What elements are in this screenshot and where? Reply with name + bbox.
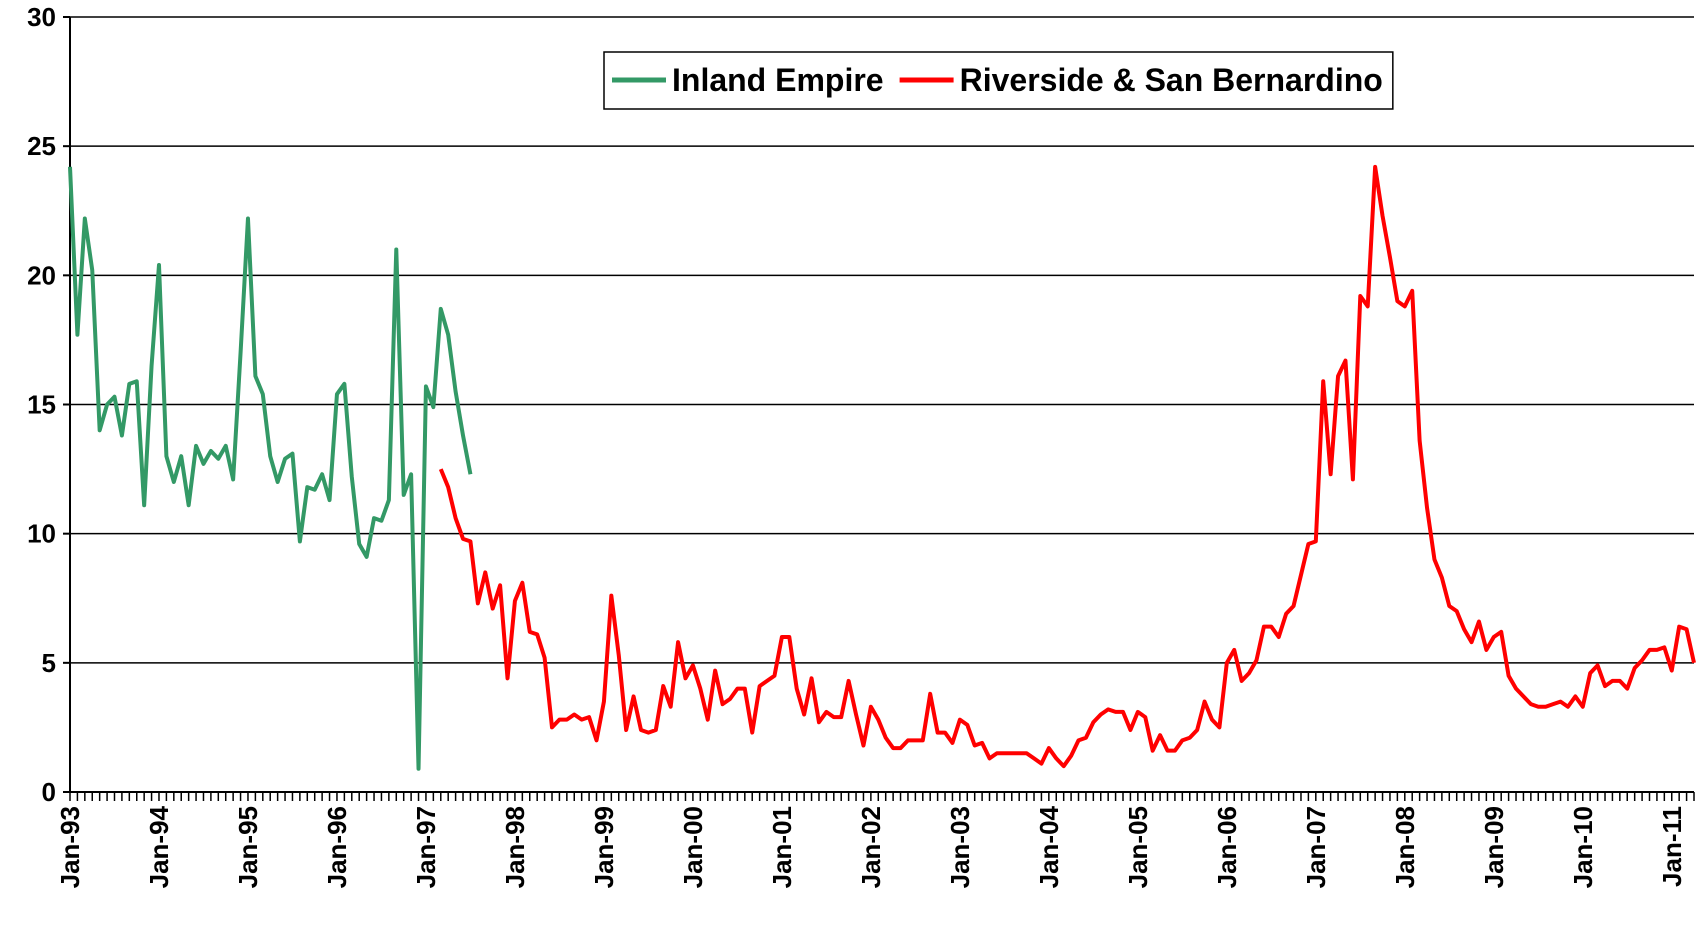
x-tick-label: Jan-00 — [678, 806, 708, 888]
y-tick-label: 5 — [42, 648, 56, 678]
x-tick-label: Jan-06 — [1212, 806, 1242, 888]
x-tick-label: Jan-99 — [589, 806, 619, 888]
x-tick-label: Jan-04 — [1034, 805, 1064, 888]
x-tick-label: Jan-05 — [1123, 806, 1153, 888]
x-tick-label: Jan-98 — [500, 806, 530, 888]
y-tick-label: 10 — [27, 519, 56, 549]
y-tick-label: 20 — [27, 260, 56, 290]
series-line — [438, 164, 1696, 769]
x-tick-label: Jan-03 — [945, 806, 975, 888]
y-tick-label: 0 — [42, 777, 56, 807]
y-tick-label: 15 — [27, 390, 56, 420]
x-tick-label: Jan-02 — [856, 806, 886, 888]
y-tick-label: 30 — [27, 2, 56, 32]
x-tick-label: Jan-09 — [1479, 806, 1509, 888]
legend-label: Riverside & San Bernardino — [960, 62, 1383, 98]
x-tick-label: Jan-93 — [55, 806, 85, 888]
x-tick-label: Jan-94 — [144, 805, 174, 888]
x-tick-label: Jan-96 — [322, 806, 352, 888]
x-tick-label: Jan-08 — [1390, 806, 1420, 888]
x-tick-label: Jan-01 — [767, 806, 797, 888]
x-tick-label: Jan-07 — [1301, 806, 1331, 888]
x-tick-label: Jan-95 — [233, 806, 263, 888]
legend-box — [603, 51, 1394, 110]
x-tick-label: Jan-10 — [1568, 806, 1598, 888]
legend-label: Inland Empire — [672, 62, 884, 98]
x-tick-label: Jan-97 — [411, 806, 441, 888]
series-line — [68, 166, 473, 771]
x-tick-label: Jan-11 — [1657, 806, 1687, 887]
legend: Inland Empire Riverside & San Bernardino — [603, 51, 1394, 110]
y-tick-label: 25 — [27, 131, 56, 161]
